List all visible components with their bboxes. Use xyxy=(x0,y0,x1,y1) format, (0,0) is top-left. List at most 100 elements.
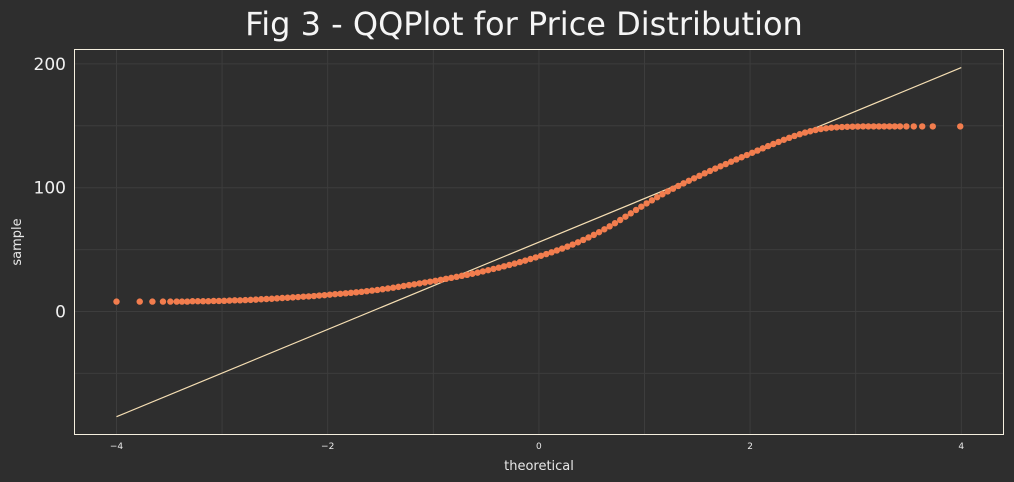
sample-point xyxy=(564,243,571,250)
y-tick-label: 200 xyxy=(34,55,66,75)
sample-point xyxy=(548,249,555,256)
sample-point xyxy=(796,131,803,138)
sample-point xyxy=(273,295,281,302)
sample-point xyxy=(859,123,867,130)
sample-point xyxy=(279,294,286,302)
sample-point xyxy=(749,149,756,156)
sample-point xyxy=(194,298,202,305)
sample-point xyxy=(722,160,730,168)
sample-point xyxy=(812,126,819,134)
sample-point xyxy=(252,296,260,303)
sample-point xyxy=(453,273,460,281)
sample-point xyxy=(511,260,518,267)
sample-point xyxy=(395,283,402,291)
sample-point xyxy=(167,298,174,305)
sample-point xyxy=(669,185,677,192)
sample-point xyxy=(485,266,492,274)
sample-point xyxy=(469,270,476,277)
chart-title: Fig 3 - QQPlot for Price Distribution xyxy=(245,5,803,43)
sample-point xyxy=(389,284,397,291)
sample-point xyxy=(506,261,513,269)
sample-point xyxy=(764,142,772,150)
sample-point xyxy=(500,263,508,270)
sample-point xyxy=(632,206,640,214)
sample-point xyxy=(617,216,624,224)
sample-point xyxy=(717,163,724,170)
sample-point xyxy=(828,124,835,131)
x-axis-label: theoretical xyxy=(504,459,574,474)
sample-point xyxy=(215,297,223,305)
sample-point xyxy=(807,128,814,135)
sample-point xyxy=(300,293,307,300)
sample-point xyxy=(685,177,693,184)
sample-point xyxy=(574,239,582,246)
sample-point xyxy=(838,123,846,131)
sample-point xyxy=(411,281,418,288)
sample-point xyxy=(432,277,439,284)
reference-line xyxy=(116,67,962,418)
sample-point xyxy=(210,297,217,305)
sample-point xyxy=(712,165,719,172)
sample-point xyxy=(221,297,228,305)
sample-point xyxy=(532,254,539,261)
sample-point xyxy=(648,197,656,204)
sample-point xyxy=(627,210,634,217)
sample-point xyxy=(479,268,487,275)
sample-point xyxy=(643,200,650,207)
sample-point xyxy=(426,278,434,285)
sample-point xyxy=(363,287,370,295)
sample-point xyxy=(173,298,180,305)
sample-point xyxy=(236,297,244,304)
sample-point xyxy=(178,298,186,305)
sample-point xyxy=(706,167,714,175)
sample-point xyxy=(622,213,629,220)
sample-point xyxy=(875,123,883,130)
sample-point xyxy=(870,123,877,130)
sample-point xyxy=(294,293,302,301)
sample-point xyxy=(321,291,328,299)
sample-point xyxy=(374,286,381,294)
sample-point xyxy=(448,274,455,282)
sample-point xyxy=(189,298,196,305)
sample-point xyxy=(326,291,334,298)
sample-point xyxy=(822,125,830,132)
sample-point xyxy=(474,269,481,276)
sample-point xyxy=(495,264,502,271)
sample-point xyxy=(659,191,666,198)
sample-point xyxy=(205,298,212,305)
sample-point xyxy=(569,241,576,248)
sample-point xyxy=(305,293,312,300)
sample-point xyxy=(257,296,265,303)
sample-point xyxy=(680,180,687,187)
sample-point xyxy=(490,265,497,273)
sample-point xyxy=(743,151,751,159)
sample-point xyxy=(881,123,888,130)
sample-point xyxy=(664,188,671,195)
sample-point xyxy=(353,289,360,296)
sample-point xyxy=(903,123,910,130)
sample-point xyxy=(780,136,788,143)
sample-point xyxy=(727,158,735,165)
sample-point xyxy=(690,175,698,182)
sample-point xyxy=(896,123,904,130)
sample-point xyxy=(331,290,339,298)
y-tick-label: 100 xyxy=(34,179,66,199)
sample-point xyxy=(590,231,598,239)
sample-point xyxy=(289,294,297,301)
y-axis-label: sample xyxy=(10,218,25,265)
sample-point xyxy=(585,234,592,241)
sample-point xyxy=(759,145,766,152)
sample-point xyxy=(537,252,545,259)
x-tick-label: 2 xyxy=(747,442,753,452)
sample-point xyxy=(601,226,608,233)
sample-point xyxy=(558,245,566,252)
sample-point xyxy=(701,170,708,177)
sample-point xyxy=(416,280,423,287)
x-tick-label: 4 xyxy=(958,442,964,452)
sample-point xyxy=(833,124,840,131)
sample-point xyxy=(310,292,318,300)
x-tick-label: −4 xyxy=(110,442,124,452)
sample-point xyxy=(458,272,466,280)
sample-point xyxy=(379,286,386,293)
sample-point xyxy=(929,123,936,130)
